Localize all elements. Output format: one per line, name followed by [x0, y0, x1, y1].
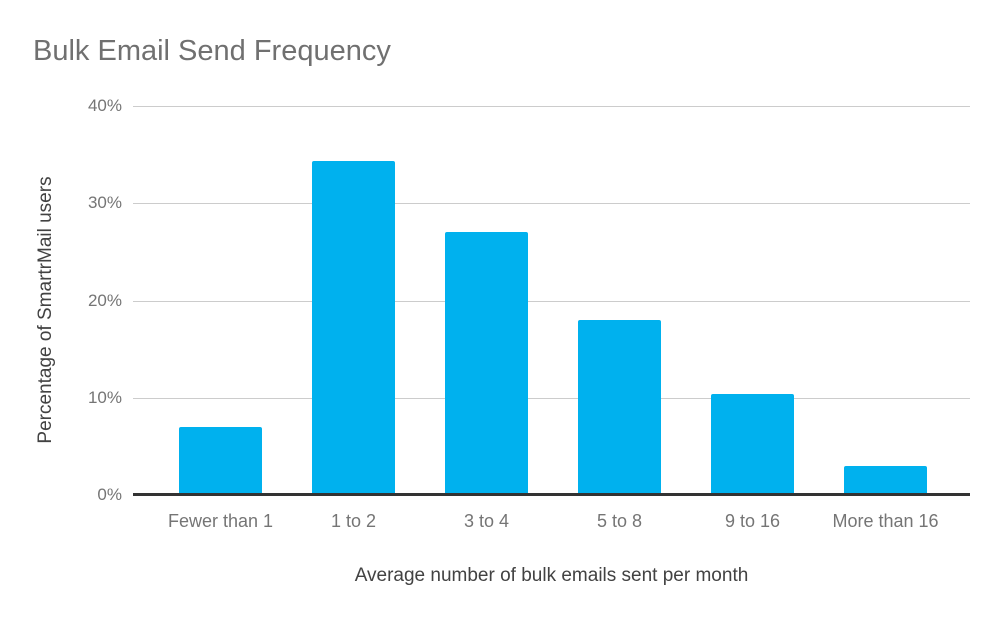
gridline-30	[133, 203, 970, 205]
gridline-20	[133, 300, 970, 302]
bar-slot	[287, 106, 420, 495]
bar-More than 16	[844, 465, 927, 495]
bar-slot	[553, 106, 686, 495]
bar-9 to 16	[711, 393, 794, 495]
x-tick-label: More than 16	[832, 511, 939, 531]
y-tick-label: 40%	[87, 96, 122, 115]
bar-slot	[686, 106, 819, 495]
bar-series	[154, 106, 952, 495]
plot-area	[133, 106, 970, 496]
x-tick-label: 1 to 2	[330, 511, 377, 531]
x-axis-title: Average number of bulk emails sent per m…	[354, 565, 749, 586]
bar-5 to 8	[578, 319, 661, 495]
y-tick-label: 10%	[87, 387, 122, 407]
bar-slot	[154, 106, 287, 495]
y-tick-label: 0%	[97, 485, 122, 504]
y-tick-label: 20%	[87, 290, 122, 310]
bar-slot	[420, 106, 553, 495]
x-tick-label: 9 to 16	[724, 511, 781, 531]
bar-3 to 4	[445, 232, 528, 495]
gridline-10	[133, 397, 970, 399]
chart-title: Bulk Email Send Frequency	[33, 35, 391, 67]
gridline-40	[133, 106, 970, 107]
y-tick-label: 30%	[87, 193, 122, 213]
x-tick-label: 3 to 4	[463, 511, 510, 531]
x-tick-labels: Fewer than 1 1 to 2 3 to 4 5 to 8 9 to 16 Mor…	[154, 510, 952, 532]
x-tick-label: Fewer than 1	[167, 511, 274, 531]
bar-Fewer than 1	[179, 426, 262, 495]
x-axis-line	[133, 493, 970, 496]
x-tick-label: 5 to 8	[596, 511, 643, 531]
bar-1 to 2	[312, 161, 395, 495]
bar-slot	[819, 106, 952, 495]
